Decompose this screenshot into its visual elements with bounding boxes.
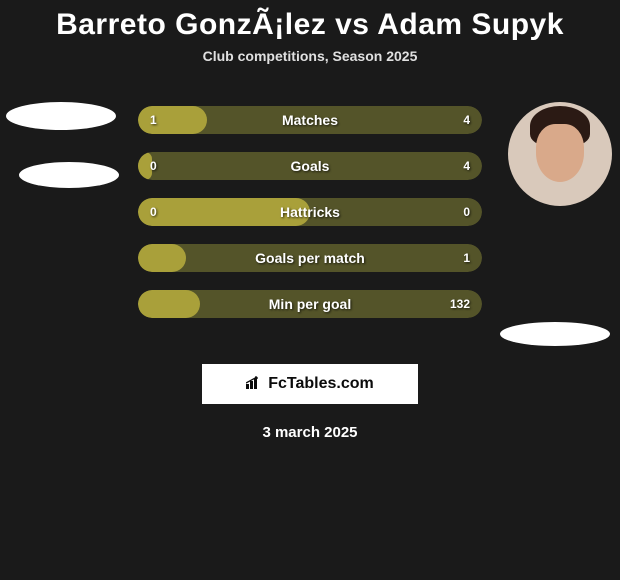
stat-bars: 14Matches 04Goals 00Hattricks 1Goals per ma… [138, 106, 482, 318]
footer-date: 3 march 2025 [0, 424, 620, 441]
brand-text: FcTables.com [268, 375, 374, 393]
bar-label: Goals per match [138, 244, 482, 272]
stat-bar: 14Matches [138, 106, 482, 134]
player-right-label-pill [500, 322, 610, 346]
brand-box[interactable]: FcTables.com [202, 364, 418, 404]
stat-bar: 04Goals [138, 152, 482, 180]
bar-label: Matches [138, 106, 482, 134]
stat-bar: 132Min per goal [138, 290, 482, 318]
comparison-region: 14Matches 04Goals 00Hattricks 1Goals per ma… [0, 84, 620, 354]
bar-label: Goals [138, 152, 482, 180]
player-left-label-pill [19, 162, 119, 188]
bar-label: Min per goal [138, 290, 482, 318]
subtitle: Club competitions, Season 2025 [0, 48, 620, 84]
avatar-face-shape [536, 124, 584, 182]
avatar-left-placeholder [6, 102, 116, 130]
chart-growth-icon [246, 375, 264, 394]
avatar-right [508, 102, 612, 206]
bar-label: Hattricks [138, 198, 482, 226]
stat-bar: 1Goals per match [138, 244, 482, 272]
page-title: Barreto GonzÃ¡lez vs Adam Supyk [0, 0, 620, 48]
stat-bar: 00Hattricks [138, 198, 482, 226]
